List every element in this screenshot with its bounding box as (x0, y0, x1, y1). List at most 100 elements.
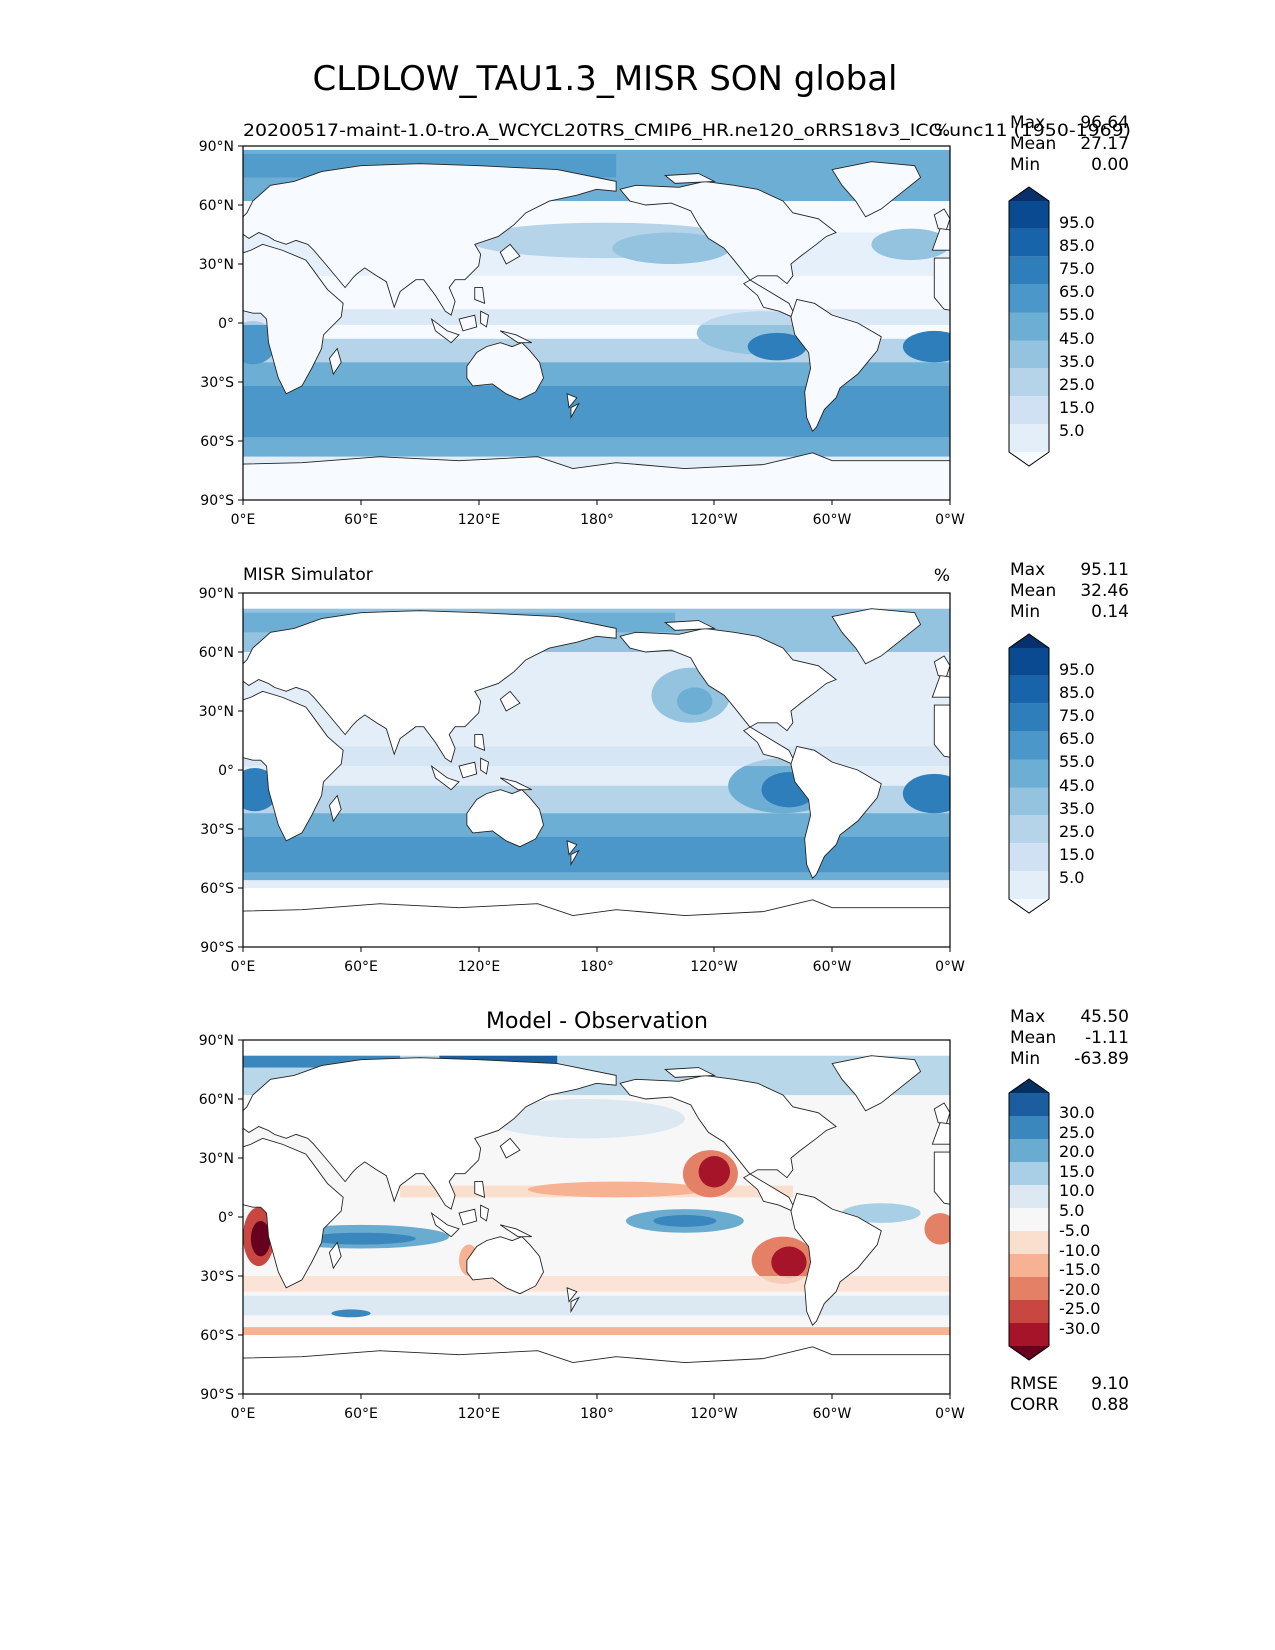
metric-rmse-value: 9.10 (1091, 1374, 1129, 1394)
colorbar-outline (1008, 633, 1050, 914)
stat-max-value: 95.11 (1080, 560, 1129, 580)
lat-tick-label: 90°S (200, 493, 234, 509)
colorbar-swatch (1009, 871, 1049, 899)
colorbar-swatch (1009, 1300, 1049, 1323)
lat-tick-label: 90°N (199, 1033, 234, 1049)
colorbar-swatch (1009, 1323, 1049, 1346)
colorbar-obs: 95.0 85.0 75.0 65.0 55.0 45.0 35.0 25.0 … (1008, 633, 1095, 914)
stat-min-value: -63.89 (1074, 1049, 1129, 1069)
colorbar-swatch (1009, 787, 1049, 816)
lat-tick-label: 0° (218, 316, 234, 332)
lon-tick-label: 120°E (458, 512, 501, 528)
lat-tick-label: 60°S (200, 1328, 234, 1344)
lat-tick-label: 0° (218, 763, 234, 779)
lat-tick-label: 30°S (200, 1269, 234, 1285)
lat-tick-label: 60°N (199, 645, 234, 661)
colorbar-swatch (1009, 1139, 1049, 1162)
colorbar-label: 15.0 (1059, 1162, 1095, 1181)
colorbar-swatch (1009, 201, 1049, 229)
metric-rmse-label: RMSE (1010, 1374, 1058, 1394)
panel-obs-units: % (934, 566, 950, 586)
colorbar-swatch (1009, 312, 1049, 341)
stat-min-value: 0.14 (1091, 602, 1129, 622)
metric-corr-value: 0.88 (1091, 1395, 1129, 1415)
panel-model-units: % (934, 121, 950, 141)
panel-diff-title: Model - Observation (486, 1009, 708, 1034)
figure-title: CLDLOW_TAU1.3_MISR SON global (313, 59, 898, 99)
colorbar-swatch (1009, 1079, 1049, 1093)
colorbar-label: 25.0 (1059, 822, 1095, 841)
colorbar-swatch (1009, 1254, 1049, 1277)
panel-model-lat-axis: 90°N 60°N 30°N 0° 30°S 60°S 90°S (199, 139, 243, 509)
panel-model-lon-axis: 0°E 60°E 120°E 180° 120°W 60°W 0°W (231, 500, 965, 528)
colorbar-model: 95.0 85.0 75.0 65.0 55.0 45.0 35.0 25.0 … (1008, 186, 1095, 467)
colorbar-label: -20.0 (1059, 1280, 1100, 1299)
lat-tick-label: 30°N (199, 1151, 234, 1167)
lat-tick-label: 60°S (200, 434, 234, 450)
colorbar-label: -15.0 (1059, 1260, 1100, 1279)
colorbar-label: 25.0 (1059, 1123, 1095, 1142)
colorbar-swatch (1009, 256, 1049, 285)
colorbar-label: 75.0 (1059, 706, 1095, 725)
colorbar-outline (1008, 1078, 1050, 1361)
colorbar-swatch (1009, 1162, 1049, 1185)
colorbar-label: 45.0 (1059, 776, 1095, 795)
panel-model-stats: Max 96.64 Mean 27.17 Min 0.00 (1010, 113, 1129, 175)
stat-max-label: Max (1010, 560, 1045, 580)
stat-max-label: Max (1010, 1007, 1045, 1027)
colorbar-label: 55.0 (1059, 305, 1095, 324)
panel-obs-lon-axis: 0°E 60°E 120°E 180° 120°W 60°W 0°W (231, 947, 965, 975)
lat-tick-label: 60°S (200, 881, 234, 897)
colorbar-label: 65.0 (1059, 729, 1095, 748)
colorbar-label: 5.0 (1059, 1201, 1084, 1220)
lon-tick-label: 60°W (813, 959, 852, 975)
lon-tick-label: 120°W (690, 959, 738, 975)
lat-tick-label: 30°S (200, 375, 234, 391)
colorbar-label: 5.0 (1059, 868, 1084, 887)
stat-min-label: Min (1010, 602, 1040, 622)
stat-mean-value: -1.11 (1085, 1028, 1129, 1048)
colorbar-label: -25.0 (1059, 1299, 1100, 1318)
lon-tick-label: 60°E (344, 512, 378, 528)
lon-tick-label: 0°E (231, 959, 256, 975)
map-obs (243, 593, 950, 947)
lon-tick-label: 180° (580, 959, 614, 975)
colorbar-label: -10.0 (1059, 1241, 1100, 1260)
colorbar-swatch (1009, 284, 1049, 313)
colorbar-label: 85.0 (1059, 236, 1095, 255)
lon-tick-label: 0°E (231, 512, 256, 528)
stat-mean-label: Mean (1010, 1028, 1056, 1048)
colorbar-label: -30.0 (1059, 1319, 1100, 1338)
lon-tick-label: 60°W (813, 512, 852, 528)
colorbar-label: 30.0 (1059, 1103, 1095, 1122)
panel-obs-title: MISR Simulator (243, 565, 373, 585)
colorbar-label: 55.0 (1059, 752, 1095, 771)
colorbar-swatch (1009, 1093, 1049, 1116)
panel-obs-stats: Max 95.11 Mean 32.46 Min 0.14 (1010, 560, 1129, 622)
panel-obs: MISR Simulator % Max 95.11 Mean 32.46 Mi… (199, 560, 1129, 975)
colorbar-swatch (1009, 759, 1049, 788)
lon-tick-label: 60°E (344, 959, 378, 975)
lat-tick-label: 60°N (199, 1092, 234, 1108)
colorbar-swatch (1009, 815, 1049, 844)
stat-min-label: Min (1010, 155, 1040, 175)
lon-tick-label: 0°W (935, 959, 965, 975)
lon-tick-label: 60°E (344, 1406, 378, 1422)
colorbar-swatch (1009, 1185, 1049, 1208)
panel-diff: Model - Observation Max 45.50 Mean -1.11… (199, 1007, 1129, 1422)
lat-tick-label: 0° (218, 1210, 234, 1226)
lon-tick-label: 120°E (458, 959, 501, 975)
metric-corr-label: CORR (1010, 1395, 1059, 1415)
colorbar-swatch (1009, 452, 1049, 466)
stat-max-value: 45.50 (1080, 1007, 1129, 1027)
lat-tick-label: 90°S (200, 1387, 234, 1403)
colorbar-diff: 30.0 25.0 20.0 15.0 10.0 5.0 -5.0 -10.0 … (1008, 1078, 1100, 1361)
lat-tick-label: 60°N (199, 198, 234, 214)
colorbar-swatch (1009, 1231, 1049, 1254)
colorbar-swatch (1009, 396, 1049, 425)
panel-diff-lon-axis: 0°E 60°E 120°E 180° 120°W 60°W 0°W (231, 1394, 965, 1422)
panel-model-title: 20200517-maint-1.0-tro.A_WCYCL20TRS_CMIP… (243, 121, 1131, 141)
colorbar-swatch (1009, 1116, 1049, 1139)
lat-tick-label: 90°N (199, 586, 234, 602)
colorbar-swatch (1009, 1277, 1049, 1300)
